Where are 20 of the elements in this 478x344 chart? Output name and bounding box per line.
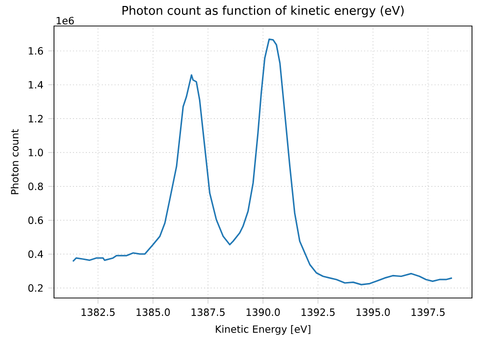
y-tick-label: 0.8 <box>28 182 43 190</box>
y-tick-label: 0.2 <box>28 284 43 292</box>
line-series <box>72 38 453 286</box>
x-tick-label: 1390.0 <box>246 308 280 316</box>
y-tick-label: 1.0 <box>28 148 43 156</box>
y-tick-label: 1.2 <box>28 114 43 122</box>
x-tick-label: 1382.5 <box>82 308 115 316</box>
y-tick-label: 0.6 <box>28 216 43 224</box>
y-tick-label: 1.4 <box>28 81 44 88</box>
y-tick-label: 0.4 <box>28 250 44 258</box>
x-axis-title: Kinetic Energy [eV] <box>216 325 310 335</box>
x-tick-label: 1395.0 <box>356 308 390 316</box>
x-tick-label: 1385.0 <box>136 308 170 316</box>
x-tick-label: 1397.5 <box>412 308 445 316</box>
y-axis-title: Photon count <box>10 129 19 194</box>
text: 1e6 <box>56 16 74 24</box>
y-tick-label: 1.6 <box>28 47 43 55</box>
x-tick-label: 1387.5 <box>192 308 225 316</box>
x-tick-label: 1392.5 <box>302 308 335 316</box>
chart-title: Photon count as function of kinetic energy (eV) <box>122 6 404 18</box>
